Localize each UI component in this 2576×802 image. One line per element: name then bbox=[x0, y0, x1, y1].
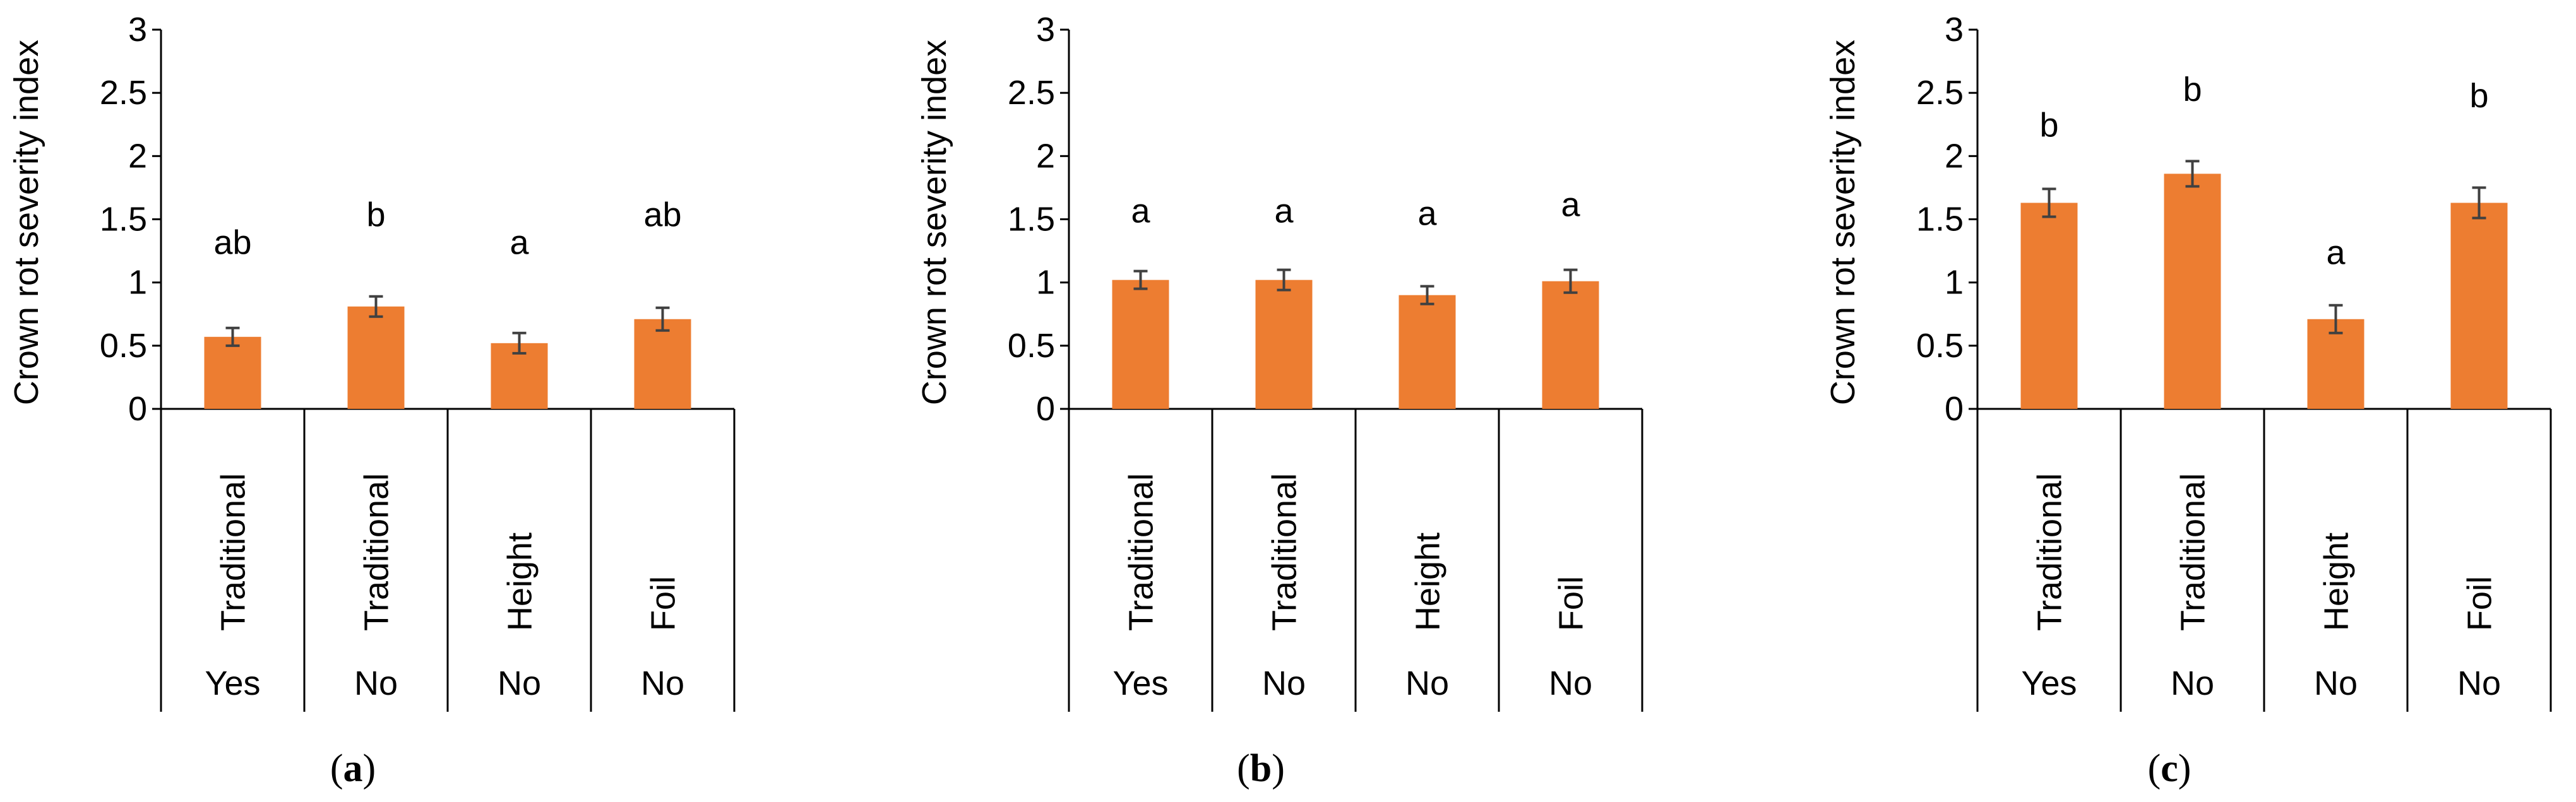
bar bbox=[1398, 295, 1456, 409]
bar bbox=[1112, 280, 1169, 409]
significance-letter: ab bbox=[213, 224, 251, 262]
category-label: Traditional bbox=[1123, 473, 1160, 631]
bar bbox=[634, 319, 691, 409]
panel-caption-letter: b bbox=[1250, 747, 1272, 790]
significance-letter: b bbox=[2039, 106, 2058, 144]
chart-panel-b: 0 0.5 1 1.5 2 2.5 3 Crown rot severity index a Tr… bbox=[915, 11, 1643, 790]
category-sublabel: Yes bbox=[205, 664, 260, 702]
y-tick-label: 1 bbox=[1036, 264, 1055, 302]
category-label: Traditional bbox=[2174, 473, 2212, 631]
category-label: Foil bbox=[2461, 576, 2499, 631]
y-tick-label: 2.5 bbox=[100, 74, 147, 112]
y-tick-label: 3 bbox=[128, 11, 147, 49]
panel-caption: (b) bbox=[1237, 747, 1285, 790]
category-label: Foil bbox=[1553, 576, 1590, 631]
significance-letter: a bbox=[2326, 234, 2346, 272]
category-sublabel: No bbox=[1405, 664, 1449, 702]
category-sublabel: No bbox=[354, 664, 398, 702]
category-sublabel: No bbox=[2171, 664, 2214, 702]
category-sublabel: No bbox=[1549, 664, 1592, 702]
significance-letter: a bbox=[510, 224, 529, 262]
category-label: Traditional bbox=[2031, 473, 2069, 631]
category-label: Height bbox=[2318, 533, 2356, 631]
category-sublabel: No bbox=[498, 664, 541, 702]
category-sublabel: Yes bbox=[2021, 664, 2077, 702]
y-axis-title: Crown rot severity index bbox=[1824, 40, 1862, 405]
panel-caption-letter: a bbox=[343, 747, 363, 790]
bar bbox=[204, 336, 261, 409]
panel-caption-close: ) bbox=[363, 747, 376, 790]
significance-letter: a bbox=[1274, 192, 1294, 230]
category-label: Traditional bbox=[1266, 473, 1304, 631]
panel-caption-close: ) bbox=[1272, 747, 1285, 790]
y-tick-label: 0.5 bbox=[1916, 327, 1964, 365]
bar bbox=[1255, 280, 1313, 409]
y-tick-label: 1 bbox=[128, 264, 147, 302]
category-sublabel: Yes bbox=[1112, 664, 1168, 702]
y-tick-label: 1.5 bbox=[1008, 201, 1055, 239]
category-label: Height bbox=[1409, 533, 1447, 631]
panel-caption: (c) bbox=[2148, 747, 2191, 790]
significance-letter: a bbox=[1561, 186, 1580, 223]
y-tick-label: 0 bbox=[1036, 390, 1055, 428]
category-sublabel: No bbox=[1262, 664, 1306, 702]
y-tick-label: 2.5 bbox=[1916, 74, 1964, 112]
y-tick-label: 1 bbox=[1945, 264, 1964, 302]
y-tick-label: 2.5 bbox=[1008, 74, 1055, 112]
panel-caption-open: ( bbox=[1237, 747, 1250, 790]
panel-caption: (a) bbox=[330, 747, 376, 790]
y-tick-label: 2 bbox=[1036, 137, 1055, 175]
significance-letter: b bbox=[366, 196, 385, 233]
y-tick-label: 1.5 bbox=[1916, 201, 1964, 239]
y-tick-label: 0.5 bbox=[1008, 327, 1055, 365]
category-label: Foil bbox=[645, 576, 683, 631]
panel-caption-open: ( bbox=[330, 747, 343, 790]
category-sublabel: No bbox=[2314, 664, 2358, 702]
significance-letter: a bbox=[1131, 192, 1150, 230]
bar bbox=[2450, 203, 2508, 409]
panel-caption-open: ( bbox=[2148, 747, 2161, 790]
y-tick-label: 2 bbox=[1945, 137, 1964, 175]
bar bbox=[2020, 203, 2078, 409]
category-label: Traditional bbox=[215, 473, 253, 631]
y-tick-label: 3 bbox=[1945, 11, 1964, 49]
category-label: Height bbox=[501, 533, 539, 631]
category-sublabel: No bbox=[641, 664, 684, 702]
significance-letter: ab bbox=[643, 196, 681, 233]
bar bbox=[2164, 174, 2221, 409]
y-axis-title: Crown rot severity index bbox=[915, 40, 953, 405]
category-sublabel: No bbox=[2457, 664, 2501, 702]
chart-panel-c: 0 0.5 1 1.5 2 2.5 3 Crown rot severity index b Tr… bbox=[1824, 11, 2552, 790]
bar bbox=[347, 306, 405, 409]
significance-letter: b bbox=[2183, 71, 2202, 109]
y-tick-label: 2 bbox=[128, 137, 147, 175]
bar bbox=[1542, 281, 1599, 409]
significance-letter: a bbox=[1417, 194, 1437, 232]
y-tick-label: 0.5 bbox=[100, 327, 147, 365]
significance-letter: b bbox=[2469, 77, 2488, 115]
category-label: Traditional bbox=[358, 473, 396, 631]
panel-caption-close: ) bbox=[2178, 747, 2191, 790]
panel-caption-letter: c bbox=[2161, 747, 2178, 790]
y-tick-label: 0 bbox=[128, 390, 147, 428]
y-tick-label: 0 bbox=[1945, 390, 1964, 428]
y-tick-label: 1.5 bbox=[100, 201, 147, 239]
y-tick-label: 3 bbox=[1036, 11, 1055, 49]
y-axis-title: Crown rot severity index bbox=[8, 40, 45, 405]
